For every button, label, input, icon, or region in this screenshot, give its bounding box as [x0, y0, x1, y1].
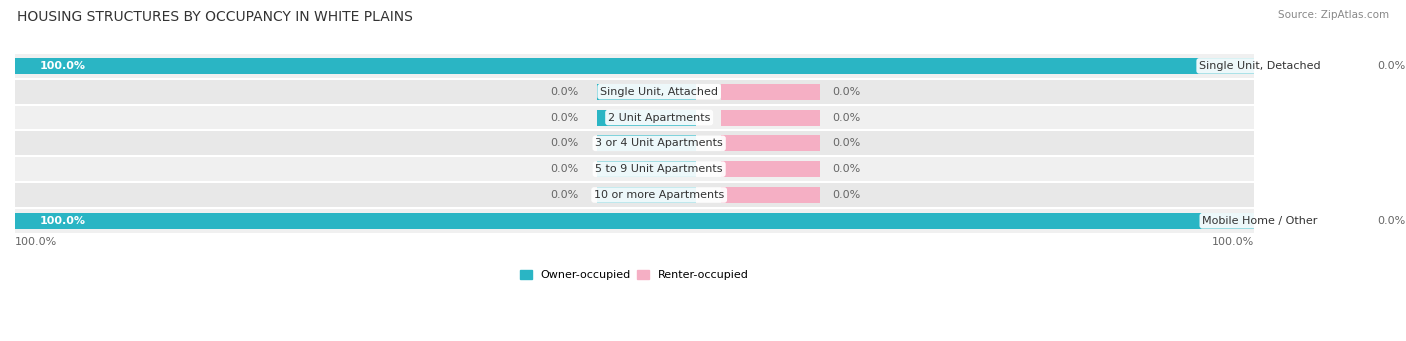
Bar	[721, 187, 820, 203]
Text: Source: ZipAtlas.com: Source: ZipAtlas.com	[1278, 10, 1389, 20]
Bar	[15, 157, 1254, 181]
Text: 0.0%: 0.0%	[832, 138, 860, 148]
Text: 0.0%: 0.0%	[832, 164, 860, 174]
Bar	[15, 80, 1254, 104]
Text: HOUSING STRUCTURES BY OCCUPANCY IN WHITE PLAINS: HOUSING STRUCTURES BY OCCUPANCY IN WHITE…	[17, 10, 413, 24]
Text: Single Unit, Detached: Single Unit, Detached	[1199, 61, 1320, 71]
Bar	[598, 187, 696, 203]
Bar	[15, 183, 1254, 207]
Bar	[15, 213, 1254, 229]
Bar	[15, 132, 1254, 155]
Bar	[598, 109, 696, 125]
Bar	[598, 161, 696, 177]
Text: 0.0%: 0.0%	[550, 87, 579, 97]
Text: 3 or 4 Unit Apartments: 3 or 4 Unit Apartments	[595, 138, 723, 148]
Text: 0.0%: 0.0%	[1378, 61, 1406, 71]
Bar	[721, 161, 820, 177]
Bar	[15, 58, 1254, 74]
Text: 0.0%: 0.0%	[832, 113, 860, 122]
Text: 100.0%: 100.0%	[1212, 237, 1254, 247]
Legend: Owner-occupied, Renter-occupied: Owner-occupied, Renter-occupied	[516, 266, 752, 285]
Bar	[598, 135, 696, 151]
Text: 0.0%: 0.0%	[1378, 216, 1406, 226]
Bar	[721, 135, 820, 151]
Text: 100.0%: 100.0%	[39, 216, 86, 226]
Text: Single Unit, Attached: Single Unit, Attached	[600, 87, 718, 97]
Bar	[721, 84, 820, 100]
Bar	[721, 109, 820, 125]
Text: 5 to 9 Unit Apartments: 5 to 9 Unit Apartments	[595, 164, 723, 174]
Text: 100.0%: 100.0%	[15, 237, 58, 247]
Text: 0.0%: 0.0%	[832, 87, 860, 97]
Bar	[15, 106, 1254, 129]
Text: 0.0%: 0.0%	[832, 190, 860, 200]
Bar	[15, 209, 1254, 233]
Bar	[1267, 213, 1365, 229]
Text: Mobile Home / Other: Mobile Home / Other	[1202, 216, 1317, 226]
Text: 0.0%: 0.0%	[550, 138, 579, 148]
Text: 0.0%: 0.0%	[550, 113, 579, 122]
Text: 100.0%: 100.0%	[39, 61, 86, 71]
Text: 2 Unit Apartments: 2 Unit Apartments	[607, 113, 710, 122]
Bar	[598, 84, 696, 100]
Bar	[15, 54, 1254, 78]
Text: 0.0%: 0.0%	[550, 164, 579, 174]
Bar	[1267, 58, 1365, 74]
Text: 0.0%: 0.0%	[550, 190, 579, 200]
Text: 10 or more Apartments: 10 or more Apartments	[595, 190, 724, 200]
